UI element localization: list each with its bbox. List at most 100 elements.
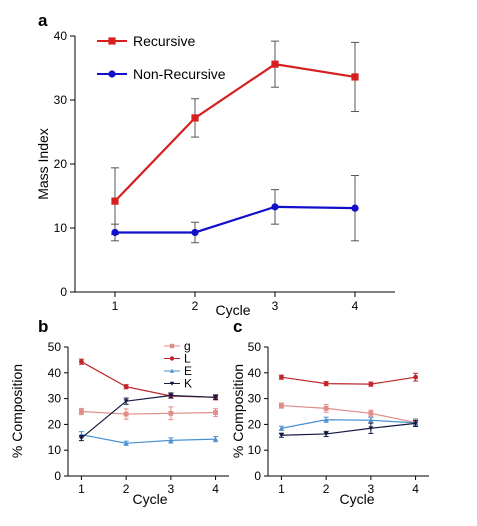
panel-letter: a — [38, 11, 48, 30]
data-point — [413, 374, 418, 380]
data-point — [271, 60, 279, 68]
data-point — [123, 384, 129, 390]
data-point — [213, 410, 218, 415]
data-point — [191, 114, 199, 122]
x-axis-label: Cycle — [132, 491, 167, 507]
data-point — [279, 374, 284, 380]
data-point — [79, 409, 84, 414]
x-tick-label: 3 — [272, 299, 279, 313]
legend-label: Non-Recursive — [133, 66, 226, 82]
data-point — [123, 440, 129, 446]
y-tick-label: 30 — [48, 392, 62, 406]
y-tick-label: 50 — [248, 340, 262, 354]
data-point — [123, 399, 129, 404]
series-line — [281, 422, 416, 436]
series-line — [81, 410, 216, 415]
data-point — [79, 436, 84, 441]
legend: Recursive Non-Recursive — [97, 33, 226, 82]
legend-marker — [169, 343, 175, 349]
y-axis-label: % Composition — [9, 364, 25, 458]
series-1 — [78, 358, 219, 401]
y-tick-label: 0 — [254, 469, 261, 483]
y-tick-label: 40 — [48, 366, 62, 380]
panel-c: c 0 10 20 30 40 50 1 2 3 4 Cycle % Composition — [230, 317, 429, 507]
series-0 — [111, 40, 359, 235]
y-tick-label: 30 — [54, 93, 68, 107]
x-tick-label: 2 — [123, 482, 130, 496]
x-tick-label: 3 — [168, 482, 175, 496]
legend-label: L — [184, 352, 191, 366]
x-axis-label: Cycle — [215, 302, 250, 318]
legend-label: g — [184, 339, 191, 353]
x-tick-label: 1 — [112, 299, 119, 313]
data-point — [279, 403, 284, 408]
y-tick-label: 30 — [248, 392, 262, 406]
x-tick-label: 4 — [212, 482, 219, 496]
data-point — [213, 395, 218, 400]
legend-marker — [108, 70, 116, 78]
data-point — [279, 425, 284, 431]
panel-letter: c — [233, 317, 242, 336]
y-tick-label: 0 — [60, 285, 67, 299]
series-2 — [78, 431, 219, 446]
x-tick-label: 1 — [278, 482, 285, 496]
y-axis-label: % Composition — [230, 364, 246, 458]
series-0 — [78, 406, 219, 421]
x-axis-label: Cycle — [339, 491, 374, 507]
y-tick-label: 40 — [54, 29, 68, 43]
legend-marker — [169, 356, 175, 361]
series-line — [114, 63, 356, 202]
data-point — [123, 411, 129, 417]
data-point — [111, 228, 119, 237]
data-point — [368, 410, 374, 416]
y-tick-label: 10 — [248, 443, 262, 457]
x-tick-label: 4 — [412, 482, 419, 496]
x-tick-label: 4 — [352, 299, 359, 313]
y-tick-label: 20 — [54, 157, 68, 171]
data-point — [413, 421, 418, 426]
data-point — [368, 426, 374, 431]
y-tick-label: 40 — [248, 366, 262, 380]
data-point — [323, 417, 329, 422]
series-line — [81, 361, 216, 398]
series-line — [281, 376, 416, 385]
data-point — [323, 381, 329, 387]
series-line — [81, 434, 216, 444]
y-tick-label: 10 — [54, 221, 68, 235]
data-point — [271, 203, 279, 211]
data-point — [168, 437, 174, 443]
panel-letter: b — [38, 317, 48, 336]
legend-label: E — [184, 364, 192, 378]
x-tick-label: 2 — [323, 482, 330, 496]
series-1 — [278, 372, 419, 387]
data-point — [213, 436, 218, 442]
data-point — [168, 410, 174, 416]
y-tick-label: 50 — [48, 340, 62, 354]
y-tick-label: 20 — [248, 417, 262, 431]
data-point — [351, 204, 359, 212]
x-tick-label: 1 — [78, 482, 85, 496]
series-line — [281, 404, 416, 424]
series-line — [281, 419, 416, 429]
series-line — [81, 394, 216, 439]
data-point — [351, 73, 359, 81]
data-point — [79, 359, 84, 365]
data-point — [191, 228, 199, 237]
legend-label: K — [184, 377, 192, 391]
x-tick-label: 3 — [368, 482, 375, 496]
x-tick-label: 2 — [192, 299, 199, 313]
data-point — [111, 197, 119, 205]
legend-label: Recursive — [133, 33, 195, 49]
series-3 — [278, 419, 419, 438]
series-1 — [111, 175, 359, 244]
y-tick-label: 10 — [48, 443, 62, 457]
series-0 — [278, 402, 419, 427]
data-point — [168, 393, 174, 398]
data-point — [323, 432, 329, 437]
legend-marker — [108, 37, 116, 45]
series-3 — [78, 392, 219, 442]
y-axis-label: Mass Index — [35, 128, 51, 200]
